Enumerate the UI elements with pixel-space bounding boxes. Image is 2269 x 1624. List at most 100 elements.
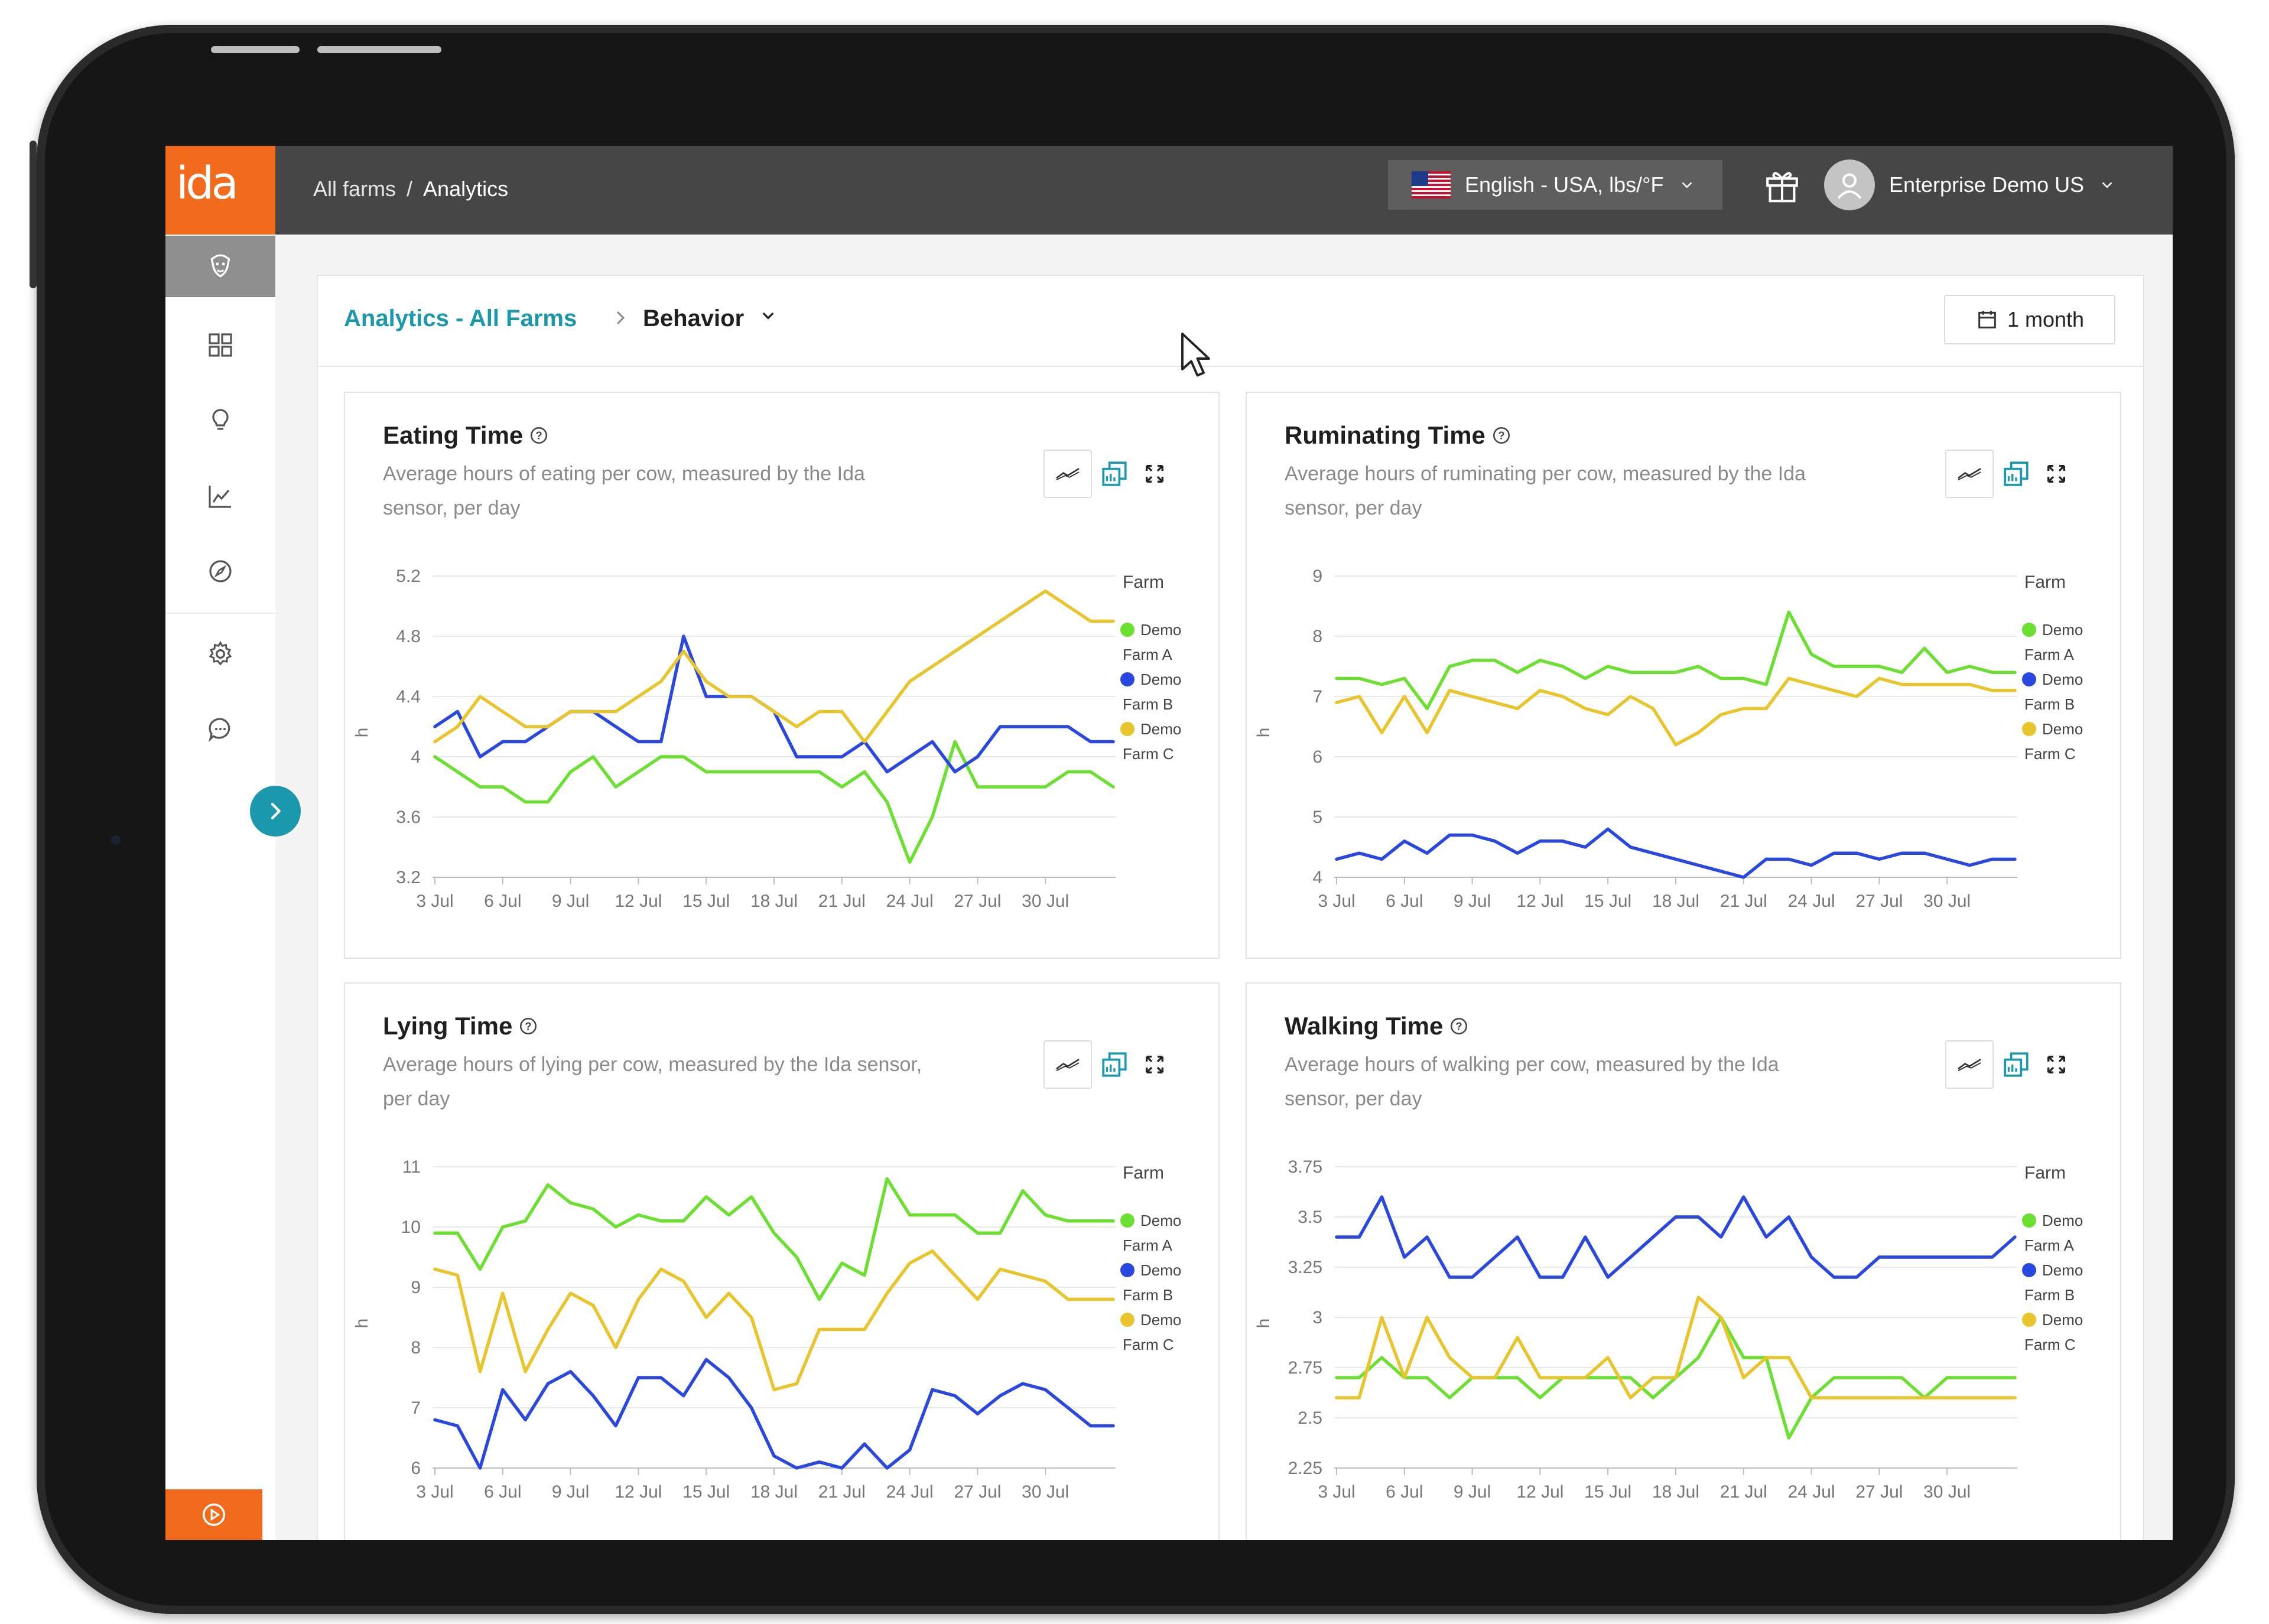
x-tick-label: 9 Jul [1454,891,1491,911]
y-tick-label: 4.8 [396,627,421,646]
help-icon[interactable]: ? [529,425,549,445]
legend-label[interactable]: Demo [1140,1212,1181,1229]
legend-swatch [2022,672,2036,686]
sidebar-item-insights[interactable] [165,390,275,451]
series-line-farm-b[interactable] [1335,827,2017,879]
legend-label[interactable]: Demo [1140,1311,1181,1329]
tablet-top-button-2 [317,46,441,53]
tablet-frame: ida [37,25,2235,1614]
series-line-farm-a[interactable] [433,1177,1115,1301]
series-line-farm-c[interactable] [433,589,1115,744]
fullscreen-button[interactable] [2039,1040,2074,1089]
period-selector-button[interactable]: 1 month [1944,295,2115,344]
fullscreen-button[interactable] [1137,1040,1172,1089]
svg-text:?: ? [1498,429,1504,441]
y-tick-label: 3.25 [1288,1258,1322,1277]
help-icon[interactable]: ? [1491,425,1511,445]
series-line-farm-b[interactable] [433,1358,1115,1470]
legend-label[interactable]: Demo [1140,671,1181,688]
lying-time-card: Lying Time? Average hours of lying per co… [344,982,1220,1540]
legend-label[interactable]: Demo [1140,720,1181,738]
legend-label[interactable]: Farm B [2024,1286,2075,1304]
gift-button[interactable] [1761,165,1803,209]
legend-label[interactable]: Farm A [2024,646,2074,663]
fullscreen-icon [2047,465,2065,483]
trend-line-toggle-button[interactable] [1044,1040,1092,1089]
user-menu[interactable]: Enterprise Demo US [1824,160,2116,210]
legend-label[interactable]: Farm C [1123,1336,1174,1353]
export-chart-button[interactable] [1097,1040,1132,1089]
x-tick-label: 15 Jul [1584,891,1631,911]
series-line-farm-a[interactable] [1335,610,2017,711]
legend-label[interactable]: Demo [2042,621,2083,639]
fullscreen-button[interactable] [2039,450,2074,498]
x-tick-label: 15 Jul [682,1482,730,1502]
legend-label[interactable]: Farm A [1123,1236,1172,1254]
trend-line-toggle-button[interactable] [1044,450,1092,498]
x-tick-label: 15 Jul [1584,1482,1631,1502]
legend-label[interactable]: Farm B [1123,1286,1173,1304]
sidebar-expand-button[interactable] [250,786,301,837]
legend-title: Farm [1123,572,1164,592]
legend-label[interactable]: Demo [2042,671,2083,688]
eating-time-card: Eating Time? Average hours of eating per … [344,392,1220,959]
sidebar-item-settings[interactable] [165,623,275,685]
language-selector[interactable]: English - USA, lbs/°F [1388,160,1722,210]
legend-label[interactable]: Farm B [1123,695,1173,713]
legend-label[interactable]: Farm B [2024,695,2075,713]
sidebar-item-chat[interactable] [165,698,275,760]
series-line-farm-b[interactable] [1335,1195,2017,1279]
legend-label[interactable]: Demo [2042,720,2083,738]
sidebar-item-explore[interactable] [165,541,275,602]
y-tick-label: 9 [1312,567,1322,586]
legend-label[interactable]: Demo [2042,1261,2083,1279]
export-chart-button[interactable] [1998,1040,2034,1089]
x-tick-label: 12 Jul [1516,1482,1563,1502]
series-line-farm-c[interactable] [433,1249,1115,1392]
y-tick-label: 3.6 [396,808,421,827]
trend-line-toggle-button[interactable] [1945,450,1994,498]
y-tick-label: 3.5 [1298,1208,1322,1227]
behavior-dropdown[interactable]: Behavior [643,305,745,331]
chart-subtitle-line: Average hours of eating per cow, measure… [383,463,865,485]
y-tick-label: 7 [411,1398,421,1418]
ida-logo[interactable]: ida [165,146,275,235]
sidebar-item-analytics[interactable] [165,466,275,527]
breadcrumb-all-farms[interactable]: All farms [313,177,396,201]
legend-label[interactable]: Farm A [2024,1236,2074,1254]
series-line-farm-c[interactable] [1335,1296,2017,1400]
trend-line-toggle-button[interactable] [1945,1040,1994,1089]
legend-label[interactable]: Farm A [1123,646,1172,663]
chart-subtitle: Average hours of lying per cow, measured… [383,1047,997,1116]
legend-label[interactable]: Demo [2042,1212,2083,1229]
x-tick-label: 27 Jul [954,1482,1001,1502]
x-tick-label: 21 Jul [1720,891,1767,911]
chart-subtitle-line: sensor, per day [1285,1088,1422,1110]
insights-bulb-icon [212,409,229,430]
legend-label[interactable]: Demo [2042,1311,2083,1329]
legend-label[interactable]: Demo [1140,621,1181,639]
chevron-down-icon[interactable] [756,304,780,328]
analytics-all-farms-link[interactable]: Analytics - All Farms [344,305,577,331]
us-flag-icon [1412,171,1451,198]
series-line-farm-a[interactable] [433,740,1115,864]
series-line-farm-c[interactable] [1335,676,2017,747]
export-chart-button[interactable] [1097,450,1132,498]
sidebar-item-herd[interactable] [165,236,275,297]
series-line-farm-b[interactable] [433,634,1115,774]
legend-label[interactable]: Farm C [2024,745,2076,763]
x-tick-label: 30 Jul [1923,891,1971,911]
export-chart-button[interactable] [1998,450,2034,498]
fullscreen-button[interactable] [1137,450,1172,498]
sidebar-item-dashboard[interactable] [165,314,275,376]
legend-label[interactable]: Farm C [2024,1336,2076,1353]
legend-label[interactable]: Farm C [1123,745,1174,763]
help-icon[interactable]: ? [1449,1016,1469,1036]
herd-icon [210,254,230,278]
legend-label[interactable]: Demo [1140,1261,1181,1279]
tablet-camera [111,835,121,845]
x-tick-label: 24 Jul [886,1482,934,1502]
help-icon[interactable]: ? [518,1016,538,1036]
chart-subtitle-line: per day [383,1088,450,1110]
video-help-button[interactable] [165,1489,262,1540]
